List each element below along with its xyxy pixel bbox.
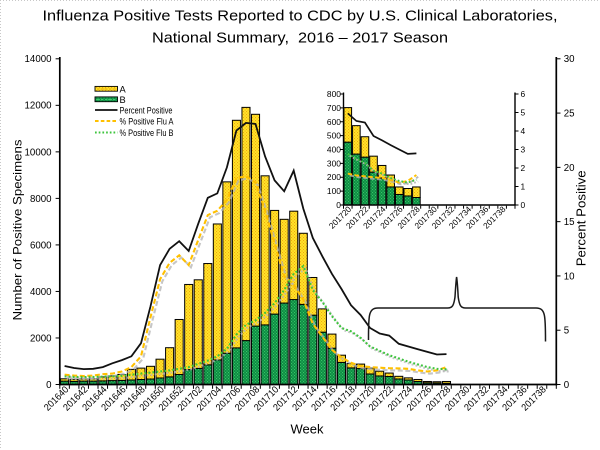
svg-text:6000: 6000 [30,240,52,251]
svg-text:300: 300 [327,158,341,168]
svg-text:800: 800 [327,89,341,99]
svg-text:700: 700 [327,103,341,113]
svg-text:Percent Positive: Percent Positive [575,170,589,266]
svg-text:3: 3 [521,145,526,155]
svg-text:Influenza Positive Tests Repor: Influenza Positive Tests Reported to CDC… [43,8,558,25]
svg-text:0: 0 [336,200,341,210]
svg-text:2000: 2000 [30,333,52,344]
svg-text:10000: 10000 [25,147,53,158]
svg-text:Percent Positive: Percent Positive [120,105,173,115]
svg-text:Number of Positive Specimens: Number of Positive Specimens [11,140,25,321]
svg-text:600: 600 [327,117,341,127]
svg-text:4: 4 [521,126,526,136]
svg-text:% Positive Flu B: % Positive Flu B [120,128,174,138]
svg-text:5: 5 [564,326,569,337]
svg-text:4000: 4000 [30,287,52,298]
svg-text:0: 0 [46,380,52,391]
svg-text:15: 15 [564,217,575,228]
svg-text:B: B [120,95,126,105]
svg-text:200: 200 [327,172,341,182]
svg-text:14000: 14000 [25,54,53,65]
svg-text:0: 0 [564,380,570,391]
svg-text:8000: 8000 [30,194,52,205]
svg-text:25: 25 [564,109,575,120]
svg-text:6: 6 [521,89,526,99]
svg-text:0: 0 [521,200,526,210]
svg-text:2: 2 [521,163,526,173]
svg-text:100: 100 [327,186,341,196]
svg-text:12000: 12000 [25,101,53,112]
svg-text:A: A [120,84,127,94]
svg-text:1: 1 [521,182,526,192]
svg-text:20: 20 [564,163,575,174]
svg-text:10: 10 [564,271,575,282]
svg-text:National Summary, 2016 – 2017: National Summary, 2016 – 2017 Season [152,30,448,47]
svg-text:5: 5 [521,108,526,118]
svg-text:500: 500 [327,131,341,141]
svg-text:30: 30 [564,54,575,65]
svg-text:% Positive Flu A: % Positive Flu A [120,116,175,126]
svg-text:Week: Week [291,422,324,437]
svg-text:400: 400 [327,145,341,155]
